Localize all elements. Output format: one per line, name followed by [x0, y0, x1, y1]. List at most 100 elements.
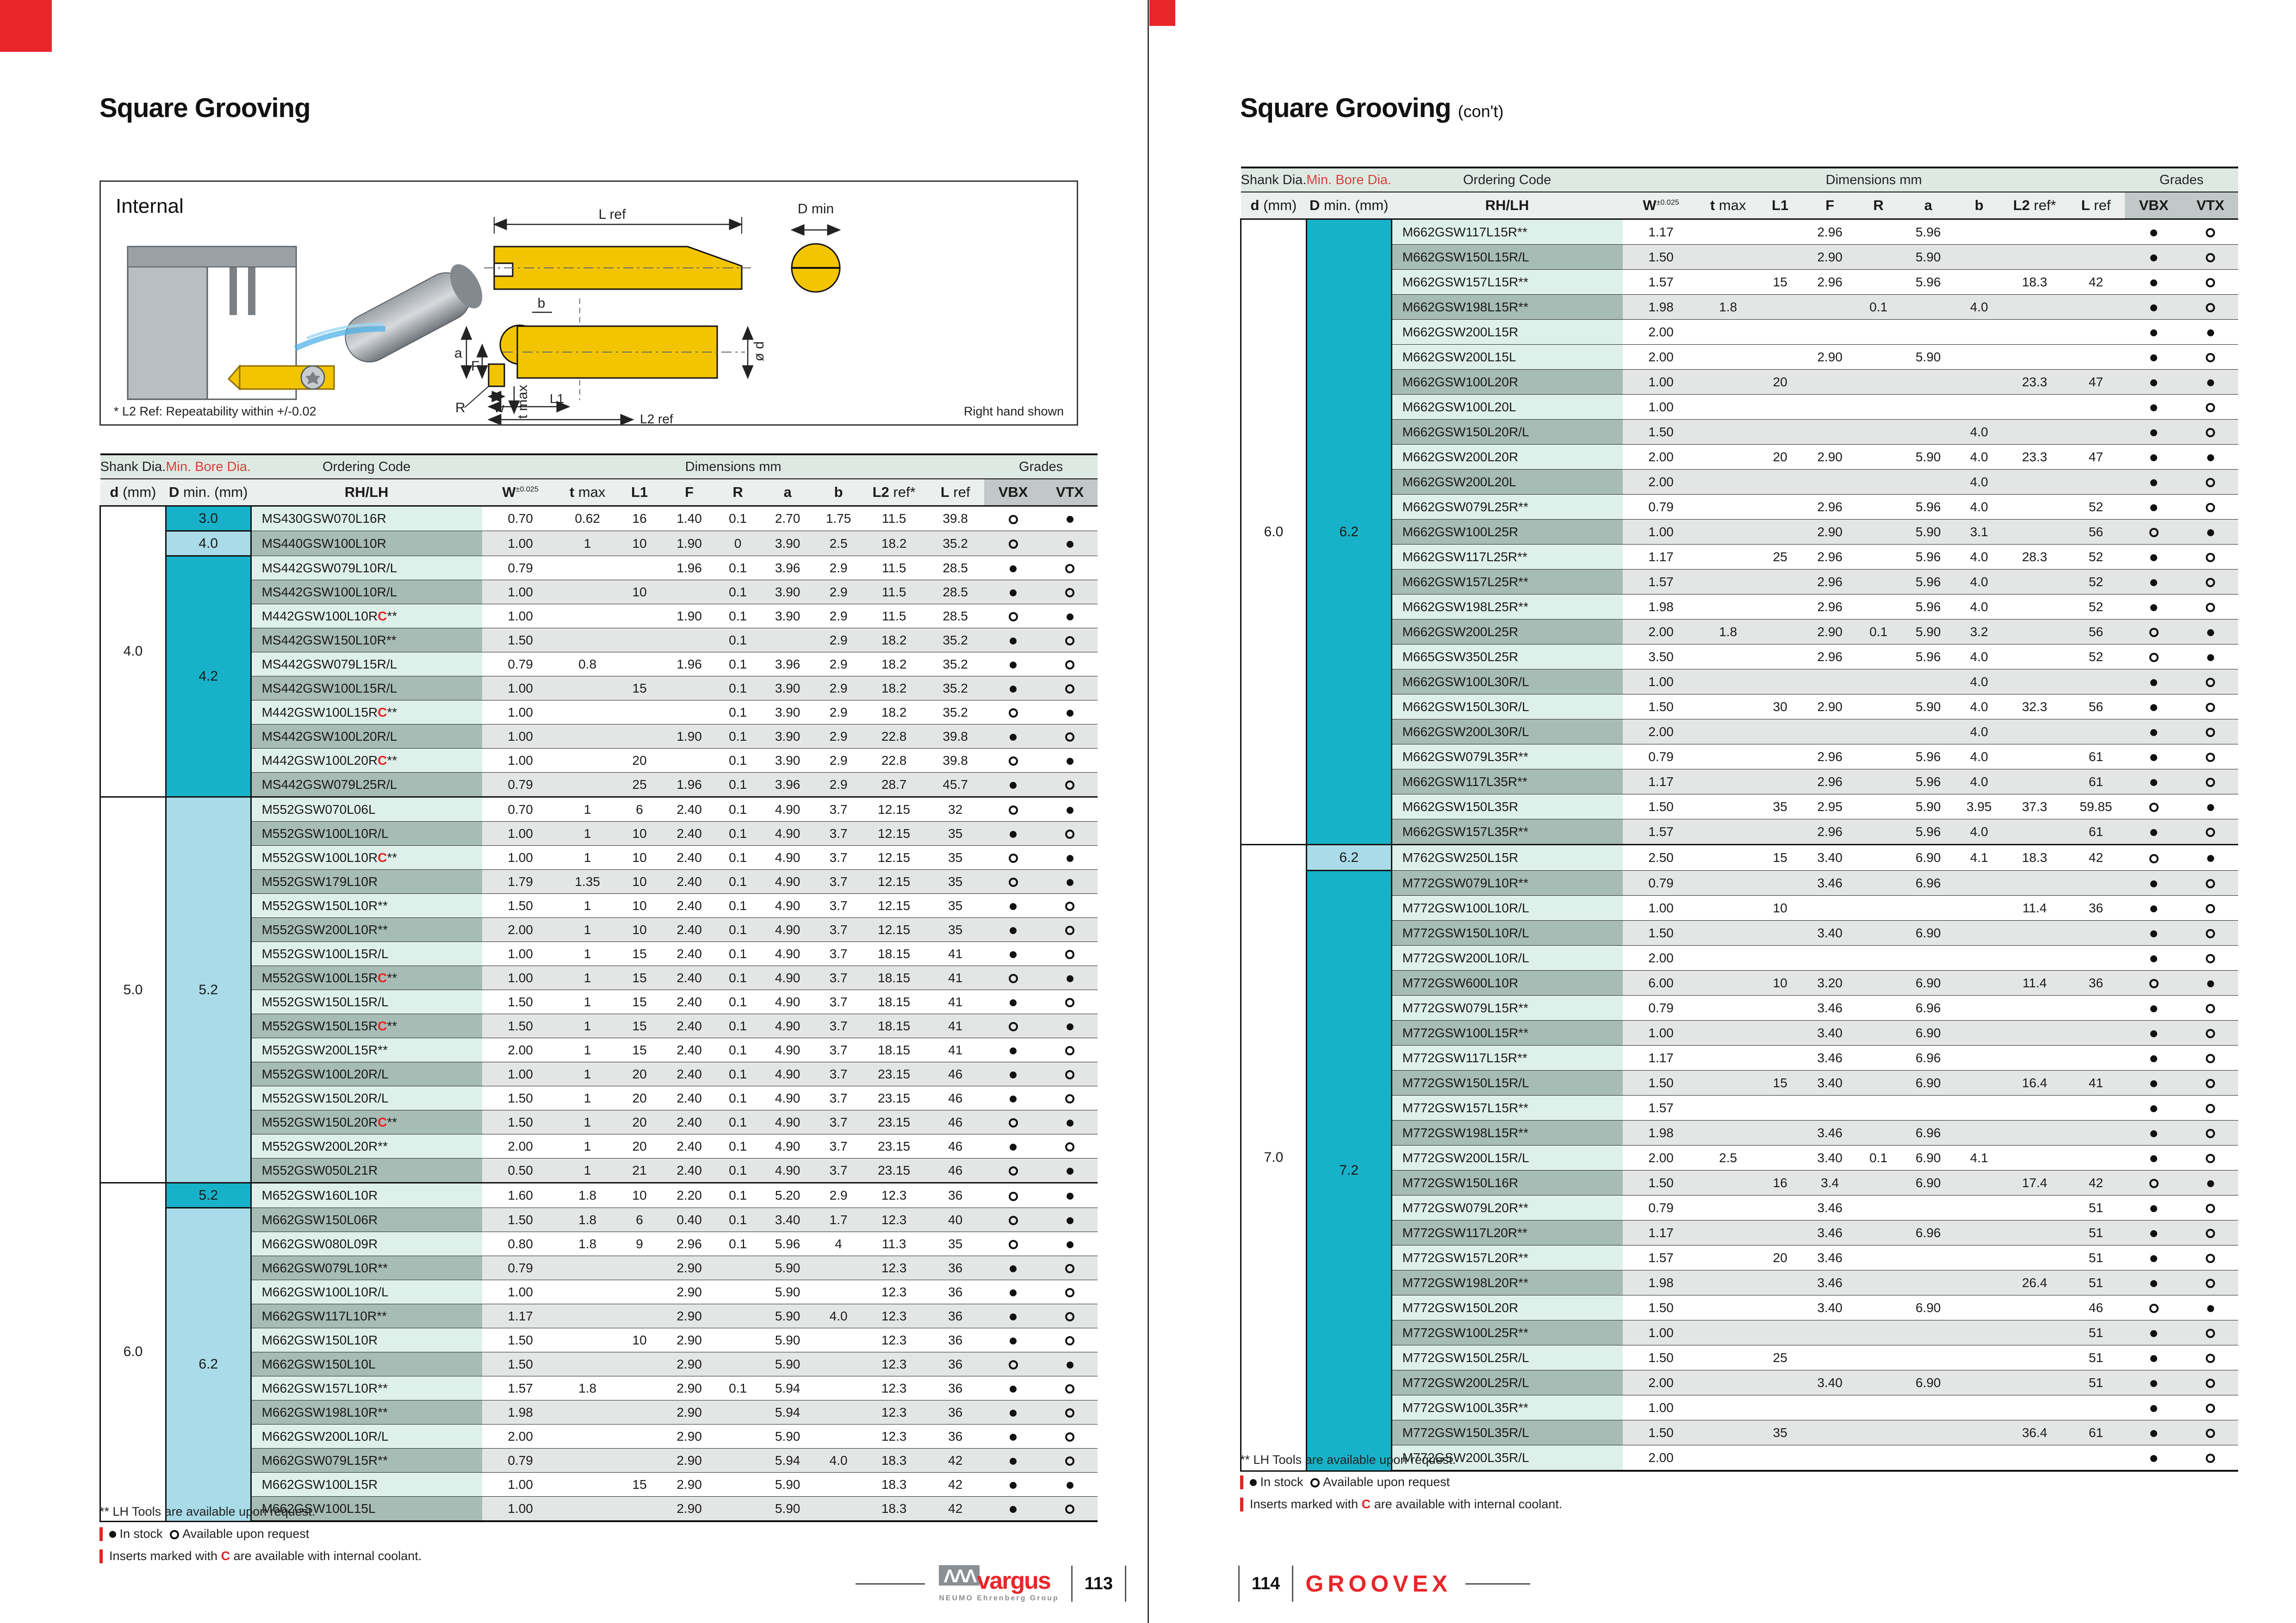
dim-cell: 0.50: [482, 1158, 559, 1183]
grade-cell: [1042, 1014, 1098, 1038]
column-group-header: Min. Bore Dia.: [166, 453, 251, 479]
dim-cell: 4.90: [760, 1110, 816, 1134]
ordering-code-cell: M662GSW157L25R**: [1391, 569, 1623, 595]
stock-dot: [1066, 516, 1074, 523]
dim-cell: [1856, 269, 1901, 295]
stock-dot: [1010, 1143, 1017, 1151]
table-row: M442GSW100L10RC** 1.00 1.90 0.1 3.90 2.9 11.5 2…: [100, 604, 1098, 628]
dim-cell: 35: [1757, 1420, 1804, 1445]
dim-cell: 1.50: [1623, 1070, 1700, 1096]
ordering-code-cell: M552GSW200L20R**: [251, 1134, 483, 1158]
dim-cell: 4.0: [1956, 544, 2003, 570]
dim-cell: [2067, 669, 2125, 694]
dim-cell: 36: [926, 1256, 985, 1280]
dim-cell: [1699, 1195, 1757, 1220]
dim-cell: 6.90: [1900, 1145, 1956, 1171]
table-row: MS442GSW100L15R/L 1.00 15 0.1 3.90 2.9 18.2 35.…: [100, 676, 1098, 700]
dim-cell: [1956, 970, 2003, 996]
dim-cell: 4.0: [1956, 694, 2003, 719]
dim-cell: 51: [2067, 1320, 2125, 1345]
grade-cell: [984, 628, 1043, 652]
dim-cell: 1.00: [482, 531, 559, 556]
dim-cell: [760, 628, 816, 652]
dim-cell: [2067, 1445, 2125, 1472]
column-group-header: Ordering Code: [251, 453, 483, 479]
stock-dot: [2149, 979, 2159, 989]
dim-cell: 26.4: [2002, 1270, 2067, 1295]
stock-dot: [1065, 781, 1075, 790]
ordering-code-cell: M442GSW100L15RC**: [251, 700, 483, 725]
stock-dot: [2150, 1080, 2158, 1087]
dim-cell: [1856, 769, 1901, 794]
grade-cell: [2183, 1070, 2239, 1096]
dim-cell: [2067, 319, 2125, 345]
grade-cell: [1042, 1448, 1098, 1473]
stock-dot: [2206, 1354, 2215, 1363]
dim-cell: [1900, 1445, 1956, 1472]
dim-cell: 2.9: [815, 580, 862, 604]
dim-cell: [1900, 719, 1956, 744]
dim-cell: 0.1: [716, 1038, 760, 1062]
dim-cell: 35: [926, 1232, 985, 1256]
dim-cell: [1803, 1445, 1857, 1472]
dim-cell: 0.40: [663, 1208, 716, 1232]
dim-cell: [2002, 945, 2067, 971]
ordering-code-cell: M662GSW100L15L: [251, 1496, 483, 1522]
stock-dot: [2207, 379, 2214, 386]
dim-cell: [1900, 895, 1956, 921]
stock-dot: [2206, 478, 2215, 488]
dim-cell: 5.96: [1900, 769, 1956, 794]
dim-cell: [2002, 294, 2067, 320]
column-header: L ref: [926, 479, 985, 507]
grade-cell: [1042, 628, 1098, 652]
ordering-code-cell: M652GSW160L10R: [251, 1182, 483, 1208]
dim-cell: 3.46: [1803, 1045, 1857, 1071]
dim-cell: 2.90: [663, 1280, 716, 1304]
stock-dot: [2150, 829, 2158, 836]
dim-cell: [2002, 1445, 2067, 1472]
dim-cell: [2002, 1145, 2067, 1171]
dim-cell: [558, 1400, 617, 1425]
dim-cell: 23.3: [2002, 444, 2067, 470]
dim-cell: [2002, 1295, 2067, 1320]
grade-cell: [1042, 1232, 1098, 1256]
ordering-code-cell: M552GSW200L10R**: [251, 917, 483, 942]
stock-dot: [1065, 1046, 1075, 1056]
dim-cell: 1.50: [482, 1086, 559, 1110]
dim-cell: [2067, 344, 2125, 370]
stock-dot: [2149, 1304, 2159, 1313]
dim-cell: 36: [2067, 970, 2125, 996]
grade-cell: [1042, 1256, 1098, 1280]
stock-dot: [1066, 879, 1074, 886]
table-row: M552GSW200L15R** 2.00 1 15 2.40 0.1 4.90 3.7 18.…: [100, 1038, 1098, 1062]
stock-dot: [2206, 578, 2215, 588]
dim-cell: [1803, 719, 1857, 744]
column-header: VBX: [984, 479, 1043, 507]
table-row: M772GSW157L20R** 1.57 20 3.46 51: [1241, 1245, 2239, 1270]
dim-cell: [1900, 469, 1956, 495]
column-header: L1: [1757, 192, 1804, 220]
dim-cell: 0.1: [1856, 1145, 1901, 1171]
dim-cell: [1856, 945, 1901, 971]
dim-cell: 39.8: [926, 748, 985, 773]
dim-cell: 2.9: [815, 700, 862, 725]
ordering-code-cell: M662GSW117L25R**: [1391, 544, 1623, 570]
dim-cell: 1: [558, 893, 617, 918]
dim-cell: 10: [1757, 970, 1804, 996]
dim-cell: 12.3: [862, 1208, 927, 1232]
dim-cell: 6.00: [1623, 970, 1700, 996]
stock-dot: [2149, 854, 2159, 863]
grade-cell: [1042, 1158, 1098, 1183]
ordering-code-cell: M662GSW100L20L: [1391, 394, 1623, 420]
dim-cell: 1.17: [1623, 219, 1700, 245]
dim-cell: 6.90: [1900, 970, 1956, 996]
table-row: M552GSW179L10R 1.79 1.35 10 2.40 0.1 4.90 3.7 12…: [100, 869, 1098, 894]
dim-cell: 2.90: [663, 1328, 716, 1352]
dim-cell: [1757, 870, 1804, 896]
dim-cell: 1.00: [482, 1062, 559, 1086]
ordering-code-cell: M662GSW080L09R: [251, 1232, 483, 1256]
dim-cell: 23.15: [862, 1134, 927, 1158]
dim-cell: 1.60: [482, 1182, 559, 1208]
dim-cell: 12.3: [862, 1376, 927, 1400]
dim-cell: [1856, 219, 1901, 245]
